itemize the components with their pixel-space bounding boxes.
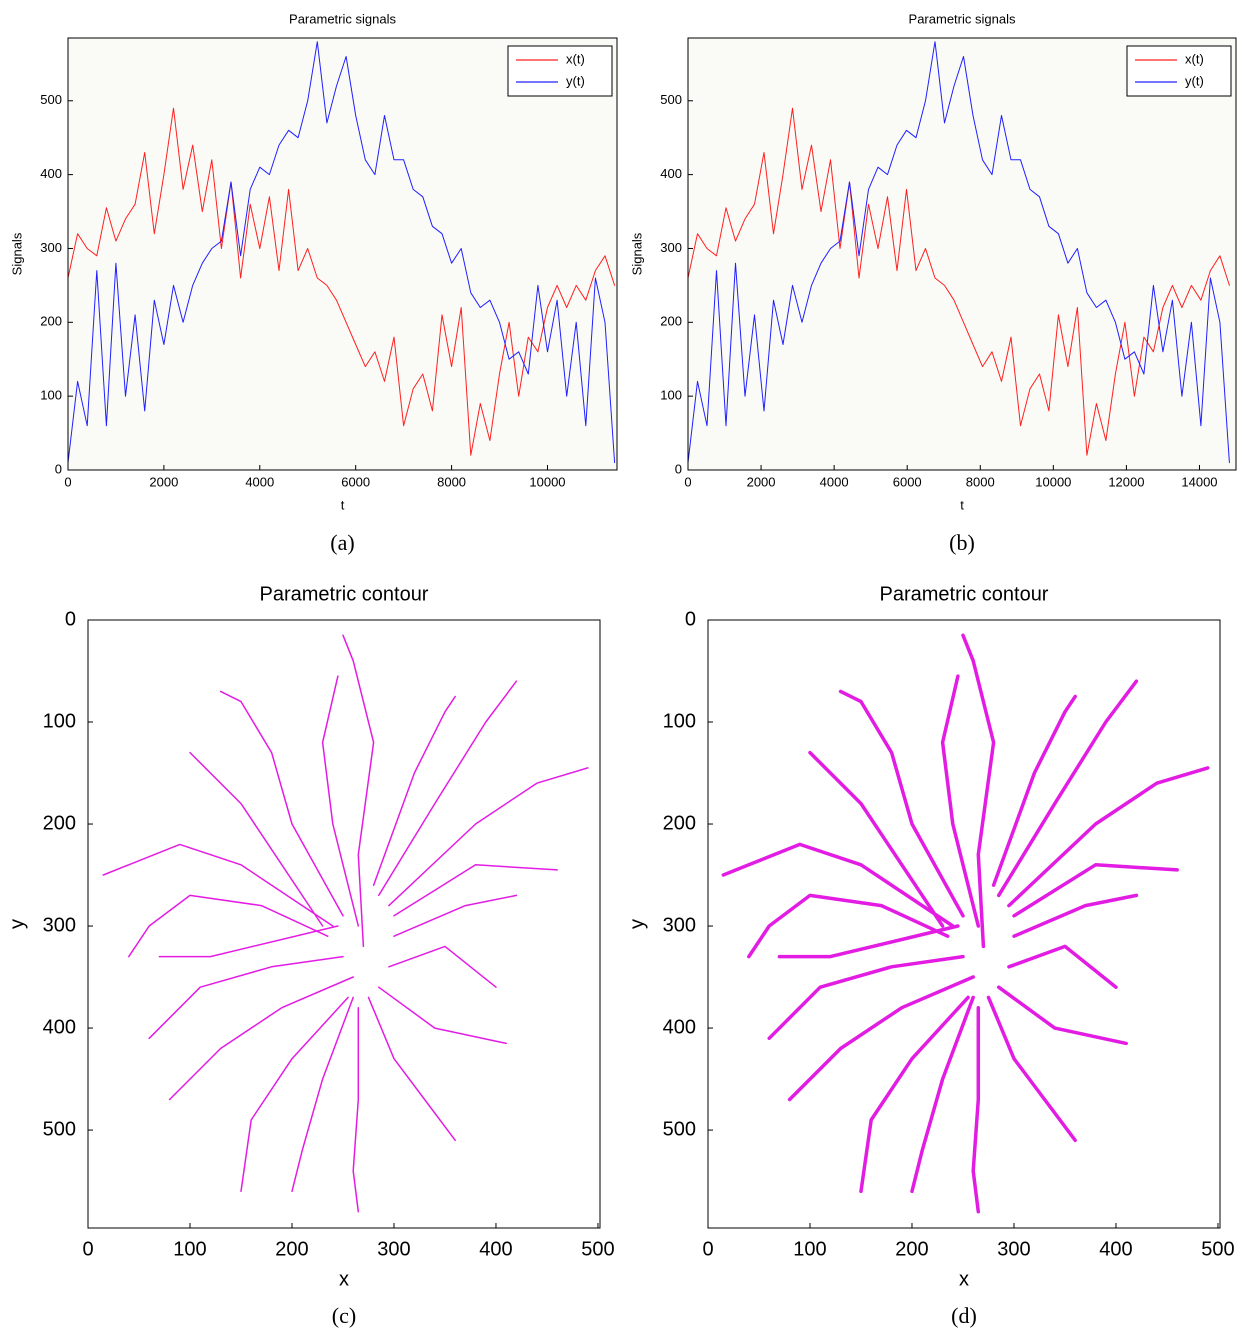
y-tick-label: 400 (40, 166, 62, 181)
y-tick-label: 200 (660, 314, 682, 329)
x-tick-label: 200 (895, 1238, 928, 1260)
x-tick-label: 400 (1099, 1238, 1132, 1260)
legend-label: x(t) (1185, 51, 1204, 66)
x-tick-label: 10000 (1035, 474, 1071, 489)
y-tick-label: 0 (685, 608, 696, 630)
y-tick-label: 100 (43, 710, 76, 732)
caption: (a) (330, 530, 354, 555)
x-tick-label: 8000 (966, 474, 995, 489)
x-tick-label: 300 (997, 1238, 1030, 1260)
series-line (67, 107, 616, 456)
x-tick-label: 400 (479, 1238, 512, 1260)
x-tick-label: 500 (581, 1238, 614, 1260)
legend-box (1126, 45, 1232, 97)
x-tick-label: 4000 (245, 474, 274, 489)
y-tick-label: 400 (43, 1016, 76, 1038)
y-tick-label: 200 (40, 314, 62, 329)
series-line (102, 634, 589, 1213)
plot-area (88, 620, 600, 1228)
y-tick-label: 300 (43, 914, 76, 936)
x-tick-label: 300 (377, 1238, 410, 1260)
plot-area (708, 620, 1220, 1228)
x-tick-label: 0 (702, 1238, 713, 1260)
chart-title: Parametric signals (289, 11, 396, 26)
y-axis-label: Signals (9, 232, 24, 275)
y-tick-label: 500 (660, 92, 682, 107)
y-tick-label: 300 (660, 240, 682, 255)
x-tick-label: 6000 (341, 474, 370, 489)
chart-title: Parametric signals (909, 11, 1016, 26)
y-tick-label: 0 (675, 461, 682, 476)
x-axis-label: x (959, 1268, 969, 1290)
legend-label: y(t) (1185, 73, 1204, 88)
legend-box (507, 45, 613, 97)
x-tick-label: 2000 (149, 474, 178, 489)
x-axis-label: t (341, 497, 345, 512)
y-tick-label: 300 (40, 240, 62, 255)
caption: (c) (332, 1303, 356, 1328)
y-axis-label: y (626, 919, 648, 929)
x-axis-label: x (339, 1268, 349, 1290)
y-tick-label: 100 (663, 710, 696, 732)
series-line (67, 41, 616, 464)
x-axis-label: t (960, 497, 964, 512)
chart-title: Parametric contour (880, 583, 1049, 605)
y-tick-label: 500 (43, 1118, 76, 1140)
x-tick-label: 500 (1201, 1238, 1234, 1260)
y-tick-label: 200 (663, 812, 696, 834)
axes-frame (67, 37, 618, 471)
series-line (687, 107, 1230, 456)
y-tick-label: 100 (660, 388, 682, 403)
axes-frame (707, 619, 1221, 1229)
plot-area (68, 38, 617, 470)
y-tick-label: 400 (663, 1016, 696, 1038)
y-tick-label: 500 (40, 92, 62, 107)
x-tick-label: 10000 (529, 474, 565, 489)
y-axis-label: Signals (629, 232, 644, 275)
x-tick-label: 2000 (747, 474, 776, 489)
y-tick-label: 200 (43, 812, 76, 834)
x-tick-label: 14000 (1181, 474, 1217, 489)
series-line (721, 633, 1210, 1214)
x-tick-label: 8000 (437, 474, 466, 489)
x-tick-label: 0 (64, 474, 71, 489)
x-tick-label: 6000 (893, 474, 922, 489)
axes-frame (687, 37, 1237, 471)
plot-area (688, 38, 1236, 470)
y-tick-label: 0 (65, 608, 76, 630)
caption: (b) (949, 530, 975, 555)
y-tick-label: 500 (663, 1118, 696, 1140)
x-tick-label: 12000 (1108, 474, 1144, 489)
y-axis-label: y (6, 919, 28, 929)
caption: (d) (951, 1303, 977, 1328)
legend-label: y(t) (566, 73, 585, 88)
y-tick-label: 0 (55, 461, 62, 476)
x-tick-label: 0 (82, 1238, 93, 1260)
chart-title: Parametric contour (260, 583, 429, 605)
legend-label: x(t) (566, 51, 585, 66)
axes-frame (87, 619, 601, 1229)
series-line (687, 41, 1230, 464)
y-tick-label: 400 (660, 166, 682, 181)
x-tick-label: 4000 (820, 474, 849, 489)
x-tick-label: 200 (275, 1238, 308, 1260)
y-tick-label: 300 (663, 914, 696, 936)
y-tick-label: 100 (40, 388, 62, 403)
x-tick-label: 100 (173, 1238, 206, 1260)
x-tick-label: 0 (684, 474, 691, 489)
x-tick-label: 100 (793, 1238, 826, 1260)
